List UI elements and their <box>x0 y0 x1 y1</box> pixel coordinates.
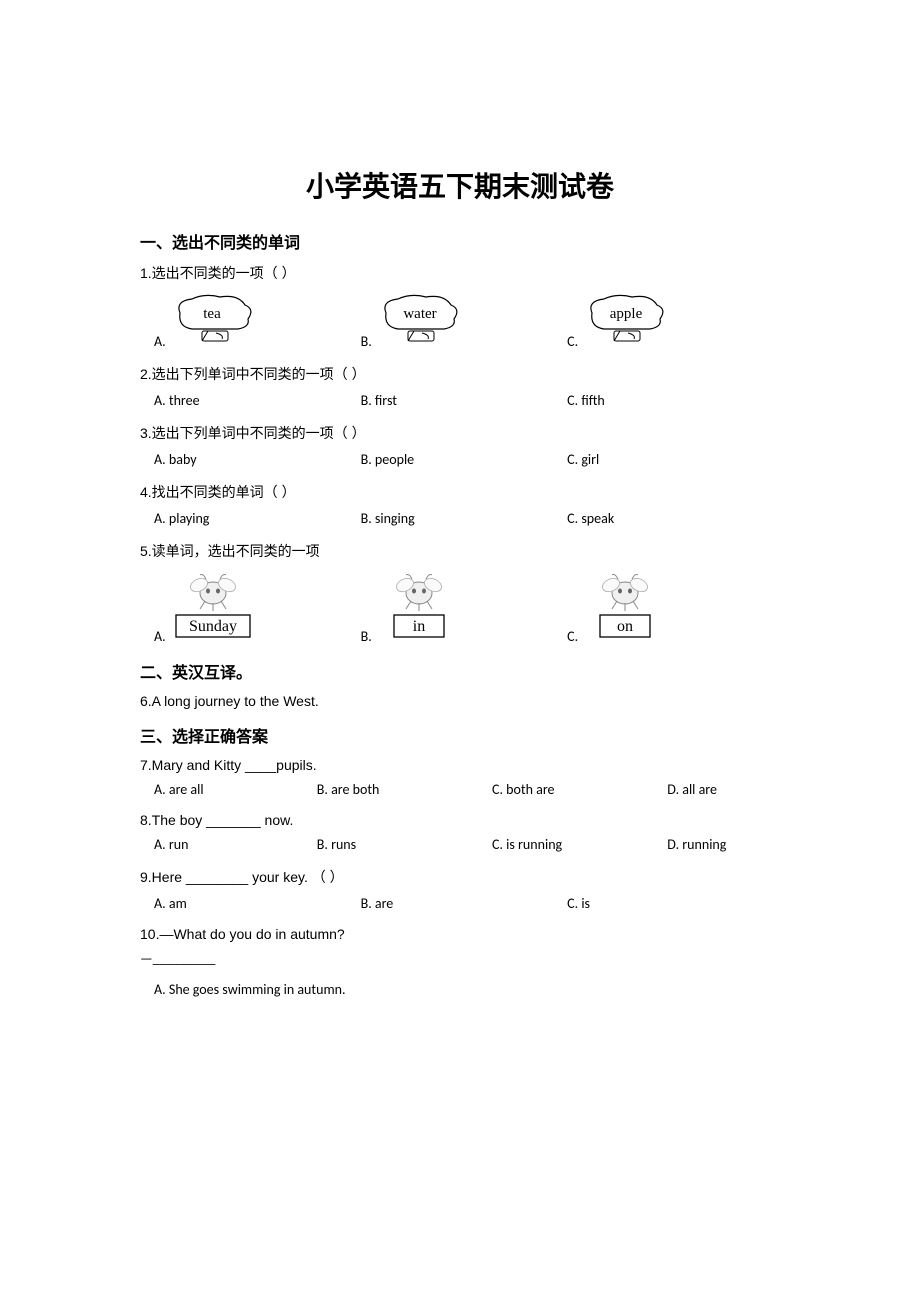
q10-line2: —_________ <box>140 950 780 967</box>
q1-option-a: A. tea <box>154 291 361 350</box>
q1-options: A. tea B. water C. <box>140 291 780 350</box>
cloud-word: tea <box>203 306 221 322</box>
q9-option-a: A. am <box>154 895 361 912</box>
q3-option-a: A. baby <box>154 451 361 468</box>
q10-option-a: A. She goes swimming in autumn. <box>154 981 780 998</box>
question-1: 1.选出不同类的一项（ ） <box>140 263 780 283</box>
q3-option-c: C. girl <box>567 451 774 468</box>
q3-option-b: B. people <box>361 451 568 468</box>
q5-options: A. Sunday B. <box>140 569 780 645</box>
option-label: C. <box>567 333 578 350</box>
question-9: 9.Here ________ your key. （ ） <box>140 867 780 887</box>
q7-options: A. are all B. are both C. both are D. al… <box>140 781 780 798</box>
cloud-word: apple <box>610 306 643 322</box>
question-3: 3.选出下列单词中不同类的一项（ ） <box>140 423 780 443</box>
question-7: 7.Mary and Kitty ____pupils. <box>140 757 780 773</box>
q2-option-c: C. fifth <box>567 392 774 409</box>
question-4: 4.找出不同类的单词（ ） <box>140 482 780 502</box>
q5-option-c: C. on <box>567 569 774 645</box>
q2-option-a: A. three <box>154 392 361 409</box>
cloud-icon: water <box>376 291 466 350</box>
q9-option-b: B. are <box>361 895 568 912</box>
option-label: B. <box>361 628 372 645</box>
q2-option-b: B. first <box>361 392 568 409</box>
bee-icon: Sunday <box>170 569 256 645</box>
q9-option-c: C. is <box>567 895 774 912</box>
box-word: in <box>413 618 425 635</box>
q8-option-d: D. running <box>667 836 780 853</box>
cloud-icon: tea <box>170 291 260 350</box>
q5-option-b: B. in <box>361 569 568 645</box>
q1-option-c: C. apple <box>567 291 774 350</box>
q3-options: A. baby B. people C. girl <box>140 451 780 468</box>
question-6: 6.A long journey to the West. <box>140 693 780 709</box>
q4-options: A. playing B. singing C. speak <box>140 510 780 527</box>
q4-option-c: C. speak <box>567 510 774 527</box>
q8-option-c: C. is running <box>492 836 667 853</box>
box-word: Sunday <box>189 618 237 635</box>
question-10: 10.—What do you do in autumn? <box>140 926 780 942</box>
option-label: C. <box>567 628 578 645</box>
q7-option-b: B. are both <box>317 781 492 798</box>
box-word: on <box>617 618 633 635</box>
bee-icon: on <box>582 569 668 645</box>
option-label: A. <box>154 333 166 350</box>
section-2-header: 二、英汉互译。 <box>140 659 780 683</box>
question-8: 8.The boy _______ now. <box>140 812 780 828</box>
option-label: A. <box>154 628 166 645</box>
q8-option-a: A. run <box>154 836 317 853</box>
q9-options: A. am B. are C. is <box>140 895 780 912</box>
q8-options: A. run B. runs C. is running D. running <box>140 836 780 853</box>
q4-option-a: A. playing <box>154 510 361 527</box>
cloud-icon: apple <box>582 291 672 350</box>
q1-option-b: B. water <box>361 291 568 350</box>
q7-option-d: D. all are <box>667 781 780 798</box>
bee-icon: in <box>376 569 462 645</box>
q2-options: A. three B. first C. fifth <box>140 392 780 409</box>
q4-option-b: B. singing <box>361 510 568 527</box>
q7-option-c: C. both are <box>492 781 667 798</box>
question-5: 5.读单词，选出不同类的一项 <box>140 541 780 561</box>
page-title: 小学英语五下期末测试卷 <box>140 165 780 205</box>
section-3-header: 三、选择正确答案 <box>140 723 780 747</box>
q5-option-a: A. Sunday <box>154 569 361 645</box>
question-2: 2.选出下列单词中不同类的一项（ ） <box>140 364 780 384</box>
cloud-word: water <box>403 306 436 322</box>
section-1-header: 一、选出不同类的单词 <box>140 229 780 253</box>
q7-option-a: A. are all <box>154 781 317 798</box>
q8-option-b: B. runs <box>317 836 492 853</box>
q10-options: A. She goes swimming in autumn. <box>140 981 780 998</box>
option-label: B. <box>361 333 372 350</box>
